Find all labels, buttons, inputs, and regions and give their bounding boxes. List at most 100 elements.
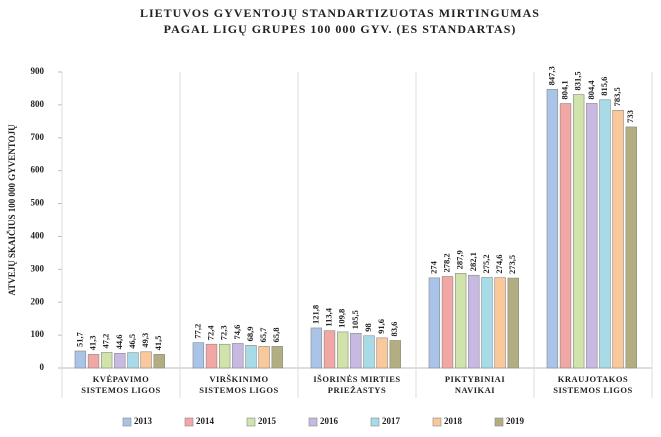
bar bbox=[546, 89, 559, 369]
bar bbox=[336, 331, 349, 369]
bar bbox=[323, 330, 336, 369]
data-label: 105,5 bbox=[350, 310, 360, 329]
y-tick-label: 400 bbox=[31, 231, 45, 241]
y-tick-label: 800 bbox=[31, 99, 45, 109]
bar bbox=[559, 103, 572, 369]
data-label: 783,5 bbox=[612, 87, 622, 106]
y-tick-label: 0 bbox=[40, 362, 45, 372]
data-label: 72,4 bbox=[205, 325, 215, 341]
bar bbox=[114, 353, 126, 369]
data-label: 278,2 bbox=[441, 253, 451, 272]
y-tick-label: 300 bbox=[31, 263, 45, 273]
bar bbox=[350, 333, 362, 369]
bar bbox=[87, 354, 100, 369]
bar bbox=[232, 343, 244, 369]
data-label: 113,4 bbox=[323, 307, 333, 326]
legend-swatch bbox=[246, 417, 256, 427]
data-label: 815,6 bbox=[599, 77, 609, 96]
data-label: 275,2 bbox=[481, 254, 491, 273]
y-axis-label: ATVEJŲ SKAIČIUS 100 000 GYVENTOJŲ bbox=[7, 124, 17, 296]
data-label: 41,5 bbox=[153, 335, 163, 350]
legend-label: 2018 bbox=[444, 416, 463, 426]
data-label: 274,6 bbox=[494, 255, 504, 274]
legend-swatch bbox=[122, 417, 132, 427]
x-tick-label: SISTEMOS LIGOS bbox=[81, 385, 161, 395]
x-tick-label: SISTEMOS LIGOS bbox=[553, 385, 633, 395]
legend-swatch bbox=[494, 417, 504, 427]
data-label: 41,3 bbox=[87, 336, 97, 351]
data-label: 83,6 bbox=[389, 322, 399, 337]
bar bbox=[74, 350, 87, 369]
bar bbox=[205, 343, 218, 369]
bar bbox=[192, 342, 205, 369]
data-label: 274 bbox=[428, 260, 438, 274]
legend-label: 2013 bbox=[134, 416, 153, 426]
data-label: 91,6 bbox=[376, 319, 386, 334]
legend-swatch bbox=[184, 417, 194, 427]
legend-label: 2017 bbox=[382, 416, 401, 426]
legend-label: 2019 bbox=[506, 416, 525, 426]
data-label: 282,1 bbox=[468, 252, 478, 271]
x-tick-label: PRIEŽASTYS bbox=[328, 385, 386, 395]
data-label: 44,6 bbox=[114, 334, 124, 349]
bar bbox=[428, 277, 441, 369]
bar bbox=[481, 277, 493, 369]
legend-swatch bbox=[432, 417, 442, 427]
bar bbox=[363, 335, 375, 369]
bar bbox=[376, 337, 388, 369]
data-label: 77,2 bbox=[192, 324, 202, 339]
data-label: 804,1 bbox=[559, 80, 569, 99]
legend-label: 2015 bbox=[258, 416, 277, 426]
bar bbox=[310, 327, 323, 369]
data-label: 72,3 bbox=[219, 325, 229, 340]
bar bbox=[127, 352, 139, 369]
data-label: 273,5 bbox=[507, 255, 517, 274]
bar bbox=[507, 277, 519, 369]
y-tick-label: 900 bbox=[31, 66, 45, 76]
bar bbox=[612, 110, 624, 369]
data-label: 68,9 bbox=[245, 326, 255, 341]
data-label: 65,7 bbox=[258, 327, 268, 343]
legend-swatch bbox=[308, 417, 318, 427]
bar bbox=[599, 99, 611, 369]
x-tick-label: KVĖPAVIMO bbox=[93, 374, 150, 384]
bar bbox=[271, 346, 283, 369]
y-tick-label: 600 bbox=[31, 165, 45, 175]
y-tick-label: 500 bbox=[31, 198, 45, 208]
chart-title: PAGAL LIGŲ GRUPES 100 000 GYV. (ES STAND… bbox=[164, 22, 517, 36]
bar bbox=[258, 346, 270, 369]
legend-label: 2016 bbox=[320, 416, 339, 426]
data-label: 51,7 bbox=[74, 331, 84, 347]
data-label: 98 bbox=[363, 323, 373, 332]
legend-label: 2014 bbox=[196, 416, 215, 426]
bar bbox=[572, 94, 585, 369]
data-label: 109,8 bbox=[337, 309, 347, 328]
data-label: 804,4 bbox=[586, 80, 596, 100]
data-label: 49,3 bbox=[140, 333, 150, 348]
data-label: 847,3 bbox=[546, 66, 556, 85]
data-label: 287,9 bbox=[455, 250, 465, 269]
bar bbox=[153, 354, 165, 369]
bar bbox=[468, 274, 480, 369]
bar bbox=[441, 276, 454, 369]
data-label: 65,8 bbox=[271, 327, 281, 342]
bar bbox=[100, 352, 113, 369]
y-tick-label: 700 bbox=[31, 132, 45, 142]
x-tick-label: VIRŠKINIMO bbox=[209, 374, 268, 384]
data-label: 733 bbox=[625, 110, 635, 123]
bar bbox=[494, 277, 506, 369]
data-label: 47,2 bbox=[101, 334, 111, 349]
x-tick-label: IŠORINĖS MIRTIES bbox=[313, 374, 400, 384]
bar bbox=[586, 103, 598, 369]
bar bbox=[389, 340, 401, 369]
bar bbox=[140, 351, 152, 369]
bar bbox=[218, 343, 231, 369]
data-label: 121,8 bbox=[310, 305, 320, 324]
bar bbox=[625, 126, 637, 369]
bar bbox=[454, 273, 467, 369]
x-tick-label: NAVIKAI bbox=[455, 385, 495, 395]
legend-swatch bbox=[370, 417, 380, 427]
bar bbox=[245, 345, 257, 369]
data-label: 831,5 bbox=[573, 71, 583, 90]
